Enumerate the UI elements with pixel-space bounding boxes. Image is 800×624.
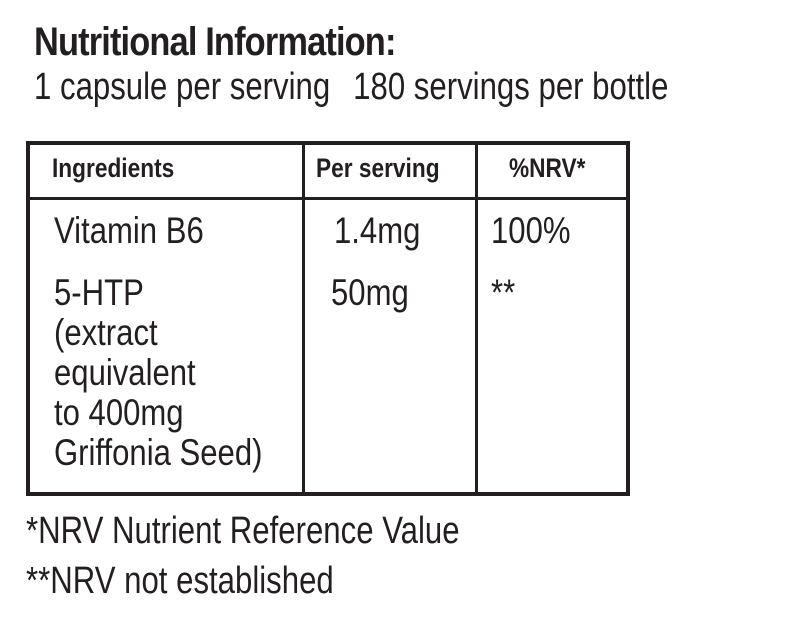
column-divider	[302, 145, 305, 492]
table-row-amount: 50mg	[331, 272, 409, 313]
ingredient-line: (extract	[54, 312, 158, 353]
servings-per-bottle: 180 servings per bottle	[353, 66, 669, 108]
column-header-per-serving: Per serving	[316, 153, 440, 183]
ingredient-line: equivalent	[54, 352, 196, 393]
table-row-ingredient: 5-HTP (extract equivalent to 400mg Griff…	[54, 273, 262, 473]
serving-size: 1 capsule per serving	[34, 66, 331, 108]
ingredient-line: Vitamin B6	[54, 210, 204, 251]
ingredient-line: 5-HTP	[54, 272, 144, 313]
footnote-nrv-not-established: **NRV not established	[26, 560, 334, 602]
ingredient-line: to 400mg	[54, 392, 184, 433]
nutrition-table: Ingredients Per serving %NRV* Vitamin B6…	[26, 141, 630, 496]
header-divider	[30, 197, 626, 200]
serving-info: 1 capsule per serving 180 servings per bo…	[34, 66, 668, 109]
table-row-nrv: 100%	[491, 210, 571, 251]
ingredient-line: Griffonia Seed)	[54, 432, 263, 473]
column-divider	[475, 145, 478, 492]
column-header-ingredients: Ingredients	[52, 153, 175, 183]
footnote-nrv-definition: *NRV Nutrient Reference Value	[26, 510, 460, 552]
table-row-ingredient: Vitamin B6	[54, 211, 204, 251]
table-row-amount: 1.4mg	[334, 210, 421, 251]
table-row-nrv: **	[491, 272, 516, 313]
page-title: Nutritional Information:	[34, 20, 396, 64]
column-header-nrv: %NRV*	[509, 153, 586, 183]
